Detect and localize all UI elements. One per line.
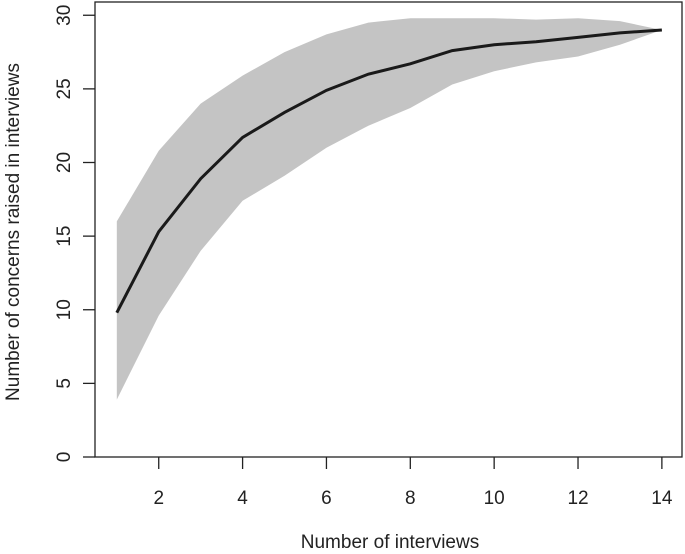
y-tick-label: 5 [54, 378, 75, 389]
y-tick-label: 20 [54, 152, 75, 173]
y-tick-label: 0 [54, 452, 75, 463]
x-tick-label: 4 [237, 488, 248, 509]
x-tick-label: 12 [567, 488, 588, 509]
x-tick-label: 8 [405, 488, 416, 509]
x-axis-label: Number of interviews [301, 532, 479, 553]
mean-line [115, 28, 662, 314]
y-tick-label: 15 [54, 226, 75, 247]
x-tick-label: 14 [651, 488, 673, 509]
confidence-band [116, 18, 662, 400]
x-tick-label: 10 [484, 488, 505, 509]
plot-frame [94, 1, 683, 458]
y-tick-label: 10 [54, 299, 75, 320]
y-tick-label: 30 [54, 5, 75, 26]
x-tick-label: 2 [153, 488, 164, 509]
y-axis-label: Number of concerns raised in interviews [3, 63, 24, 401]
y-tick-label: 25 [54, 78, 75, 99]
x-tick-label: 6 [321, 488, 332, 509]
